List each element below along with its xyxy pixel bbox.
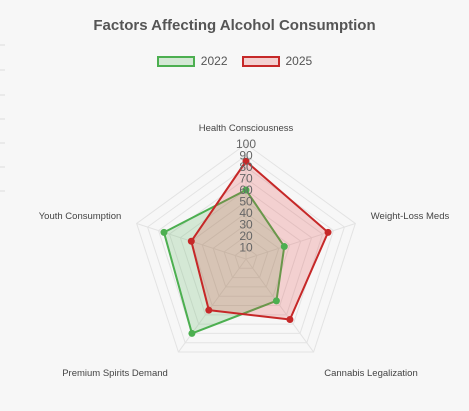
r-tick-label-30: 30 <box>239 218 253 232</box>
data-point-2025-0 <box>242 157 250 165</box>
r-tick-label-70: 70 <box>239 172 253 186</box>
r-tick-label-50: 50 <box>239 195 253 209</box>
category-label-4: Youth Consumption <box>39 211 122 222</box>
series-area-2025 <box>190 160 330 321</box>
legend-swatch-2022 <box>156 55 195 67</box>
r-tick-label-100: 100 <box>236 137 256 151</box>
category-label-3: Premium Spirits Demand <box>62 368 168 379</box>
data-point-2025-1 <box>324 228 332 236</box>
axis-spoke-2 <box>245 258 314 353</box>
data-point-2025-3 <box>205 306 213 314</box>
r-tick-label-80: 80 <box>239 160 253 174</box>
chart-title: Factors Affecting Alcohol Consumption <box>93 17 376 34</box>
category-label-1: Weight-Loss Meds <box>371 211 450 222</box>
grid-ring-20 <box>223 235 269 279</box>
data-point-2025-4 <box>187 237 195 245</box>
legend-label-2022: 2022 <box>200 54 228 68</box>
data-point-2025-2 <box>286 315 294 323</box>
legend-label-2025: 2025 <box>285 54 313 68</box>
category-label-0: Health Consciousness <box>199 123 294 134</box>
r-tick-label-10: 10 <box>239 241 253 255</box>
legend-item-2025[interactable]: 2025 <box>241 54 313 68</box>
grid-ring-10 <box>234 246 258 269</box>
legend-swatch-2025 <box>241 55 280 67</box>
data-point-2022-1 <box>280 243 288 251</box>
legend-item-2022[interactable]: 2022 <box>156 54 228 68</box>
grid-ring-100 <box>136 143 356 353</box>
category-label-2: Cannabis Legalization <box>324 368 417 379</box>
r-tick-label-40: 40 <box>239 206 253 220</box>
r-tick-label-60: 60 <box>239 183 253 197</box>
data-point-2022-0 <box>242 186 250 194</box>
series-area-2022 <box>162 189 286 335</box>
left-edge-marks <box>0 44 5 192</box>
r-tick-label-90: 90 <box>239 149 253 163</box>
legend: 2022 2025 <box>0 54 469 68</box>
data-point-2022-3 <box>188 329 196 337</box>
grid-ring-80 <box>157 166 335 334</box>
r-tick-label-20: 20 <box>239 229 253 243</box>
data-point-2022-4 <box>160 228 168 236</box>
grid-ring-70 <box>168 177 324 325</box>
axis-spoke-1 <box>245 222 356 260</box>
data-point-2022-2 <box>272 297 280 305</box>
grid-ring-30 <box>212 223 280 288</box>
axis-spoke-3 <box>178 258 247 353</box>
grid-ring-40 <box>201 212 291 297</box>
grid-ring-50 <box>190 200 302 307</box>
grid-ring-90 <box>146 154 346 344</box>
